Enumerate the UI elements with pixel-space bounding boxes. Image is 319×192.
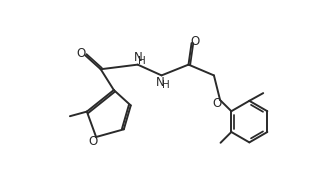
Text: H: H: [138, 56, 146, 66]
Text: O: O: [191, 35, 200, 48]
Text: N: N: [156, 76, 164, 89]
Text: O: O: [77, 47, 86, 60]
Text: O: O: [212, 97, 222, 110]
Text: N: N: [134, 51, 143, 64]
Text: O: O: [88, 135, 98, 148]
Text: H: H: [161, 80, 169, 90]
